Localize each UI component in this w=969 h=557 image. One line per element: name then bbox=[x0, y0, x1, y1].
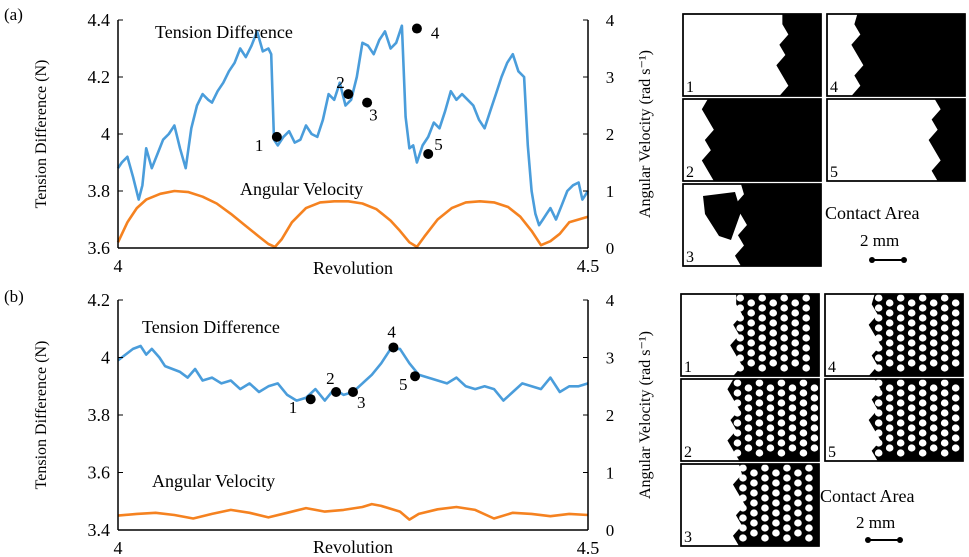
scale-bar-label: 2 mm bbox=[856, 513, 895, 532]
x-axis-label: Revolution bbox=[313, 258, 393, 278]
y-tick-right-label: 0 bbox=[606, 521, 615, 540]
y-axis-right-label: Angular Velocity (rad s⁻¹) bbox=[637, 331, 654, 499]
y-tick-right-label: 3 bbox=[606, 349, 615, 368]
tick-labels: 3.4 3.6 3.8 4 4.2 0 1 2 3 4 4 4.5 bbox=[88, 290, 615, 557]
marker-label: 1 bbox=[289, 398, 298, 417]
y-tick-right-label: 0 bbox=[606, 239, 615, 258]
marker-label: 3 bbox=[357, 393, 366, 412]
y-tick-left-label: 3.8 bbox=[88, 405, 111, 425]
y-tick-left-label: 4 bbox=[101, 124, 110, 144]
thumbnail-number: 2 bbox=[684, 444, 692, 461]
panel-a: (a) 1 2 3 4 5 3.6 3.8 4 4.2 4.4 0 1 2 3 4 4 4.5 Revolut… bbox=[4, 5, 966, 278]
series-label-angular: Angular Velocity bbox=[240, 179, 363, 199]
y-tick-left-label: 3.4 bbox=[88, 520, 111, 540]
marker-point bbox=[411, 23, 422, 34]
y-tick-right-label: 2 bbox=[606, 125, 615, 144]
contact-area-image: 3 bbox=[680, 463, 820, 547]
y-tick-left-label: 3.6 bbox=[88, 463, 111, 483]
contact-area-image: 1 bbox=[680, 293, 820, 377]
thumbnail-number: 2 bbox=[686, 164, 694, 181]
x-tick-label: 4.5 bbox=[577, 538, 600, 557]
y-tick-right-label: 1 bbox=[606, 182, 615, 201]
contact-area-image: 2 bbox=[682, 98, 822, 182]
thumbnail-number: 5 bbox=[830, 164, 838, 181]
y-axis-left-label: Tension Difference (N) bbox=[33, 60, 50, 209]
panel-label: (b) bbox=[4, 287, 24, 306]
y-tick-left-label: 3.8 bbox=[88, 181, 111, 201]
marker-point bbox=[388, 342, 399, 353]
thumbnail-number: 5 bbox=[828, 444, 836, 461]
thumbnail-number: 1 bbox=[684, 359, 692, 376]
contact-area-images: 1 2 3 4 5 bbox=[682, 13, 966, 267]
marker-label: 1 bbox=[255, 136, 263, 155]
y-axis-right-label: Angular Velocity (rad s⁻¹) bbox=[637, 50, 654, 218]
scale-bar-end bbox=[897, 537, 903, 543]
contact-area-image: 3 bbox=[682, 183, 822, 267]
thumbnail-number: 4 bbox=[828, 359, 836, 376]
contact-area-images: 1 2 3 4 5 bbox=[680, 293, 964, 547]
scale-bar-end bbox=[901, 257, 907, 263]
tick-labels: 3.6 3.8 4 4.2 4.4 0 1 2 3 4 4 4.5 bbox=[88, 10, 615, 276]
thumbnail-number: 3 bbox=[686, 249, 694, 266]
thumbnail-number: 4 bbox=[830, 79, 838, 96]
thumbnail-number: 3 bbox=[684, 529, 692, 546]
chart-plot: 1 2 3 4 5 bbox=[117, 322, 589, 521]
marker-point bbox=[331, 387, 342, 397]
contact-area-image: 1 bbox=[682, 13, 822, 97]
scale-bar-end bbox=[869, 257, 875, 263]
marker-point bbox=[271, 131, 282, 142]
contact-area-image: 4 bbox=[826, 13, 966, 97]
contact-area-image: 5 bbox=[826, 98, 966, 182]
scale-bar-end bbox=[865, 537, 871, 543]
y-tick-right-label: 4 bbox=[606, 291, 615, 310]
y-tick-right-label: 4 bbox=[606, 11, 615, 30]
y-tick-left-label: 3.6 bbox=[88, 238, 111, 258]
y-axis-left-label: Tension Difference (N) bbox=[33, 341, 50, 490]
contact-area-image: 2 bbox=[680, 378, 820, 462]
angular-velocity-line bbox=[116, 189, 589, 249]
series-label-tension: Tension Difference bbox=[155, 22, 293, 42]
contact-area-title: Contact Area bbox=[820, 486, 914, 506]
x-tick-label: 4 bbox=[114, 256, 123, 276]
panel-b: (b) 1 2 3 4 5 3.4 3.6 3.8 4 4.2 0 1 2 3 4 4 4.5 Revolut… bbox=[4, 287, 964, 557]
marker-label: 3 bbox=[369, 106, 378, 125]
marker-label: 5 bbox=[399, 375, 408, 394]
contact-area-title: Contact Area bbox=[825, 203, 919, 223]
marker-label: 5 bbox=[434, 135, 443, 154]
marker-label: 2 bbox=[336, 73, 345, 92]
y-tick-left-label: 4.2 bbox=[88, 67, 111, 87]
y-tick-right-label: 2 bbox=[606, 406, 615, 425]
x-axis-label: Revolution bbox=[313, 537, 393, 557]
contact-area-image: 5 bbox=[824, 378, 964, 462]
marker-label: 2 bbox=[326, 369, 335, 388]
scale-bar-label: 2 mm bbox=[860, 231, 899, 250]
y-tick-left-label: 4.4 bbox=[88, 10, 111, 30]
y-tick-right-label: 1 bbox=[606, 464, 615, 483]
marker-point bbox=[343, 89, 354, 100]
x-tick-label: 4 bbox=[114, 538, 123, 557]
chart-plot: 1 2 3 4 5 bbox=[116, 23, 590, 249]
y-tick-left-label: 4.2 bbox=[88, 290, 111, 310]
marker-point bbox=[305, 394, 316, 405]
marker-point bbox=[410, 371, 421, 382]
marker-point bbox=[362, 97, 373, 108]
angular-velocity-line bbox=[117, 502, 589, 521]
series-label-angular: Angular Velocity bbox=[152, 471, 275, 491]
series-label-tension: Tension Difference bbox=[142, 317, 280, 337]
y-tick-left-label: 4 bbox=[101, 348, 110, 368]
tension-difference-line bbox=[116, 24, 590, 227]
marker-point bbox=[348, 387, 358, 397]
contact-area-image: 4 bbox=[824, 293, 964, 377]
marker-label: 4 bbox=[431, 24, 440, 43]
x-tick-label: 4.5 bbox=[577, 256, 600, 276]
marker-point bbox=[423, 148, 434, 159]
panel-label: (a) bbox=[4, 5, 23, 24]
y-tick-right-label: 3 bbox=[606, 68, 615, 87]
marker-label: 4 bbox=[387, 322, 396, 341]
thumbnail-number: 1 bbox=[686, 79, 694, 96]
